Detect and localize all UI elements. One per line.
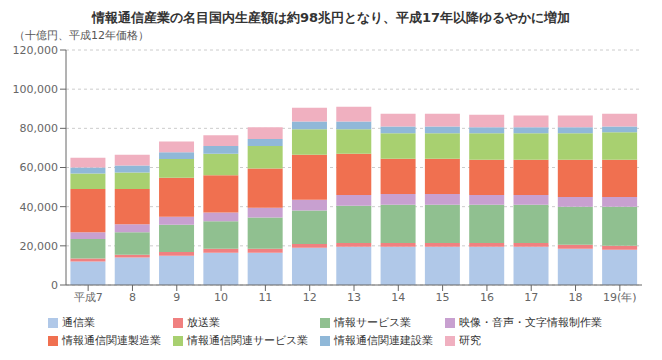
html-text:情報通信関連建設業: 情報通信関連建設業: [334, 334, 433, 347]
svg-text:19(年): 19(年): [603, 291, 637, 304]
svg-text:20,000: 20,000: [20, 240, 59, 253]
svg-text:10: 10: [214, 291, 228, 304]
svg-text:18: 18: [569, 291, 583, 304]
svg-text:60,000: 60,000: [20, 161, 59, 174]
html-text:通信業: 通信業: [62, 316, 95, 329]
svg-text:11: 11: [258, 291, 272, 304]
svg-text:17: 17: [524, 291, 538, 304]
svg-text:8: 8: [129, 291, 136, 304]
svg-text:9: 9: [173, 291, 180, 304]
svg-text:0: 0: [51, 279, 58, 292]
html-text:放送業: 放送業: [187, 316, 220, 329]
svg-text:120,000: 120,000: [13, 44, 59, 57]
svg-text:12: 12: [303, 291, 317, 304]
html-text:情報通信産業の名目国内生産額は約98兆円となり、平成17年以: 情報通信産業の名目国内生産額は約98兆円となり、平成17年以降ゆるやかに増加: [91, 10, 571, 25]
svg-text:平成7: 平成7: [74, 291, 103, 304]
svg-text:13: 13: [347, 291, 361, 304]
html-text:映像・音声・文字情報制作業: 映像・音声・文字情報制作業: [459, 316, 602, 329]
html-text:情報通信関連製造業: 情報通信関連製造業: [62, 334, 161, 347]
svg-text:80,000: 80,000: [20, 122, 59, 135]
html-text:研究: 研究: [459, 334, 481, 347]
svg-text:16: 16: [480, 291, 494, 304]
svg-text:40,000: 40,000: [20, 201, 59, 214]
svg-text:15: 15: [436, 291, 450, 304]
svg-text:100,000: 100,000: [13, 83, 59, 96]
svg-text:14: 14: [391, 291, 405, 304]
html-text:情報サービス業: 情報サービス業: [334, 316, 411, 329]
html-text:（十億円、平成12年価格）: （十億円、平成12年価格）: [14, 29, 149, 42]
html-text:情報通信関連サービス業: 情報通信関連サービス業: [187, 334, 308, 347]
